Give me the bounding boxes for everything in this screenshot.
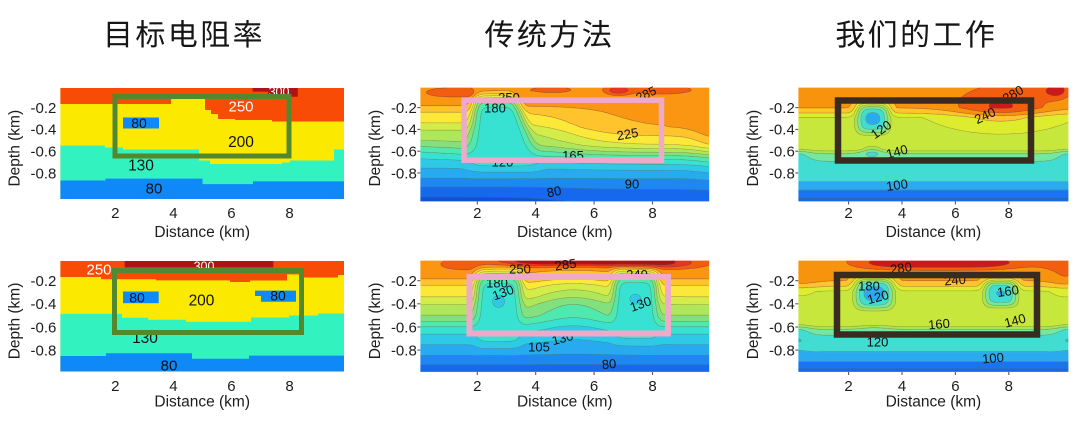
svg-text:160: 160 [928, 316, 951, 333]
svg-text:Depth (km): Depth (km) [7, 283, 24, 360]
svg-text:-0.8: -0.8 [391, 165, 417, 182]
svg-text:-0.2: -0.2 [391, 100, 417, 117]
svg-text:2: 2 [844, 378, 852, 395]
svg-text:140: 140 [1003, 310, 1028, 330]
svg-text:Distance (km): Distance (km) [886, 224, 982, 241]
svg-text:80: 80 [131, 115, 147, 131]
svg-text:Depth (km): Depth (km) [367, 110, 384, 187]
svg-text:-0.2: -0.2 [31, 100, 57, 117]
svg-text:100: 100 [885, 176, 909, 194]
svg-text:250: 250 [86, 262, 111, 279]
svg-text:-0.6: -0.6 [391, 319, 417, 336]
svg-text:80: 80 [545, 183, 562, 201]
svg-text:80: 80 [129, 290, 145, 306]
svg-text:-0.8: -0.8 [769, 165, 795, 182]
svg-text:6: 6 [951, 378, 959, 395]
svg-text:4: 4 [898, 378, 906, 395]
svg-text:Depth (km): Depth (km) [367, 283, 384, 360]
svg-text:-0.4: -0.4 [769, 122, 795, 139]
svg-text:Distance (km): Distance (km) [886, 393, 982, 410]
svg-text:Distance (km): Distance (km) [154, 393, 250, 410]
svg-text:2: 2 [111, 378, 119, 395]
svg-text:4: 4 [898, 205, 906, 222]
svg-text:Distance (km): Distance (km) [517, 393, 613, 410]
svg-text:8: 8 [1005, 378, 1013, 395]
svg-text:200: 200 [228, 134, 254, 151]
svg-text:Depth (km): Depth (km) [745, 110, 762, 187]
svg-text:180: 180 [484, 101, 506, 116]
svg-text:2: 2 [473, 205, 481, 222]
svg-text:130: 130 [628, 293, 654, 315]
svg-text:-0.2: -0.2 [391, 273, 417, 290]
svg-text:105: 105 [528, 340, 550, 355]
svg-text:160: 160 [996, 282, 1020, 300]
svg-text:80: 80 [270, 288, 286, 304]
svg-text:-0.6: -0.6 [391, 144, 417, 161]
svg-text:-0.6: -0.6 [31, 144, 57, 161]
svg-text:-0.4: -0.4 [391, 296, 417, 313]
svg-text:Distance (km): Distance (km) [154, 224, 250, 241]
svg-text:-0.2: -0.2 [769, 273, 795, 290]
svg-text:-0.6: -0.6 [769, 319, 795, 336]
svg-text:225: 225 [616, 125, 640, 144]
svg-text:-0.2: -0.2 [31, 273, 57, 290]
svg-text:2: 2 [111, 205, 119, 222]
svg-text:250: 250 [228, 99, 253, 116]
svg-text:8: 8 [285, 378, 293, 395]
svg-text:Distance (km): Distance (km) [517, 224, 613, 241]
svg-text:120: 120 [866, 287, 891, 307]
svg-text:2: 2 [844, 205, 852, 222]
svg-text:2: 2 [473, 378, 481, 395]
svg-text:8: 8 [285, 205, 293, 222]
svg-text:120: 120 [867, 335, 889, 350]
svg-text:-0.4: -0.4 [31, 122, 57, 139]
svg-text:4: 4 [169, 205, 177, 222]
svg-text:130: 130 [128, 158, 154, 175]
svg-text:140: 140 [885, 141, 910, 161]
svg-text:-0.8: -0.8 [31, 342, 57, 359]
svg-text:-0.8: -0.8 [31, 165, 57, 182]
svg-text:-0.4: -0.4 [31, 296, 57, 313]
svg-text:6: 6 [227, 205, 235, 222]
svg-text:Depth (km): Depth (km) [745, 283, 762, 360]
svg-text:4: 4 [169, 378, 177, 395]
svg-text:6: 6 [590, 378, 598, 395]
svg-text:-0.2: -0.2 [769, 100, 795, 117]
svg-text:6: 6 [951, 205, 959, 222]
svg-text:80: 80 [601, 356, 617, 372]
svg-text:8: 8 [648, 378, 656, 395]
svg-text:-0.8: -0.8 [769, 342, 795, 359]
svg-text:130: 130 [490, 282, 516, 304]
svg-text:-0.8: -0.8 [391, 342, 417, 359]
svg-text:6: 6 [227, 378, 235, 395]
svg-text:8: 8 [648, 205, 656, 222]
svg-text:6: 6 [590, 205, 598, 222]
svg-text:180: 180 [858, 279, 880, 294]
svg-text:8: 8 [1005, 205, 1013, 222]
svg-text:-0.4: -0.4 [391, 122, 417, 139]
svg-text:250: 250 [509, 262, 531, 277]
svg-text:-0.6: -0.6 [769, 144, 795, 161]
svg-text:100: 100 [982, 350, 1005, 367]
svg-text:Depth (km): Depth (km) [7, 110, 24, 187]
svg-text:-0.6: -0.6 [31, 319, 57, 336]
svg-text:80: 80 [161, 358, 178, 375]
svg-text:80: 80 [146, 181, 163, 198]
svg-text:4: 4 [532, 205, 540, 222]
svg-text:200: 200 [189, 293, 215, 310]
svg-text:-0.4: -0.4 [769, 296, 795, 313]
svg-text:285: 285 [554, 256, 578, 274]
svg-text:4: 4 [532, 378, 540, 395]
svg-text:90: 90 [625, 177, 639, 192]
